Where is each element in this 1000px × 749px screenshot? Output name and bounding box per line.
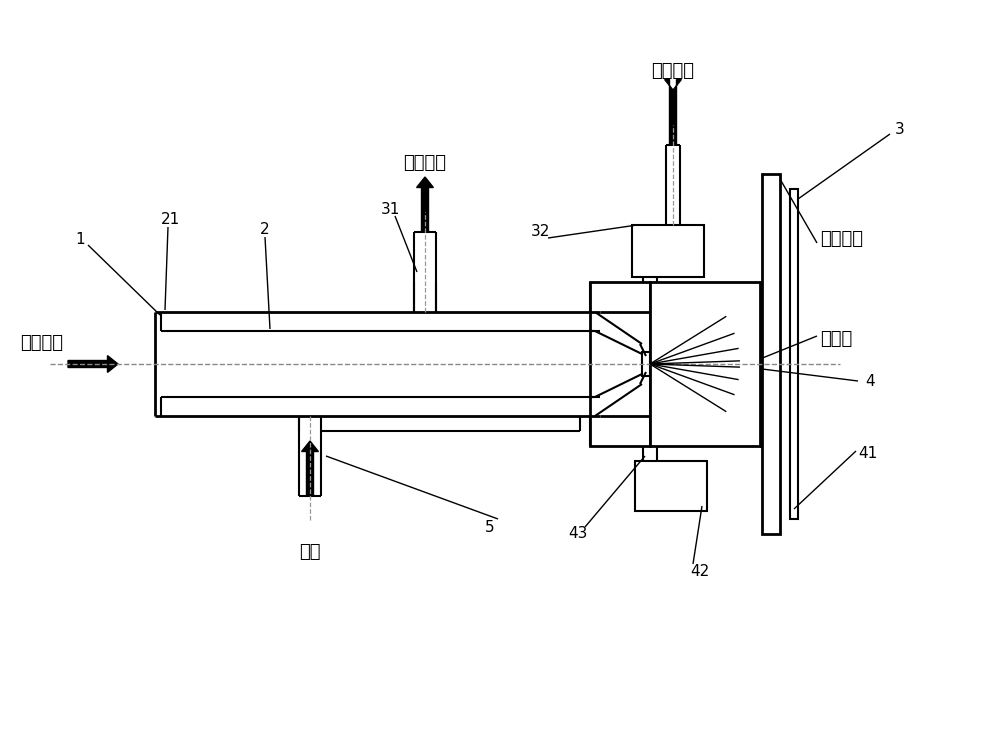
Text: 32: 32 (530, 223, 550, 238)
Polygon shape (68, 356, 118, 372)
Polygon shape (665, 79, 681, 145)
Text: 炉膛内: 炉膛内 (820, 330, 852, 348)
Polygon shape (302, 441, 318, 496)
Polygon shape (417, 177, 433, 232)
Bar (650, 282, 760, 446)
Text: 42: 42 (690, 563, 710, 578)
Text: 炉膛隔板: 炉膛隔板 (820, 230, 863, 248)
Bar (642, 352, 650, 376)
Text: 5: 5 (485, 520, 495, 535)
Bar (762, 174, 780, 534)
Bar (635, 461, 707, 511)
Text: 2: 2 (260, 222, 270, 237)
Text: 有机废氲: 有机废氲 (20, 334, 63, 352)
Text: 空气: 空气 (299, 543, 321, 561)
Bar (790, 189, 798, 519)
Text: 冷却入口: 冷却入口 (652, 62, 694, 80)
Text: 41: 41 (858, 446, 878, 461)
Text: 21: 21 (160, 211, 180, 226)
Text: 1: 1 (75, 231, 85, 246)
Text: 43: 43 (568, 527, 588, 542)
Bar (590, 282, 650, 446)
Text: 3: 3 (895, 121, 905, 136)
Text: 4: 4 (865, 374, 875, 389)
Bar (632, 225, 704, 277)
Text: 31: 31 (380, 201, 400, 216)
Text: 冷却出口: 冷却出口 (404, 154, 446, 172)
